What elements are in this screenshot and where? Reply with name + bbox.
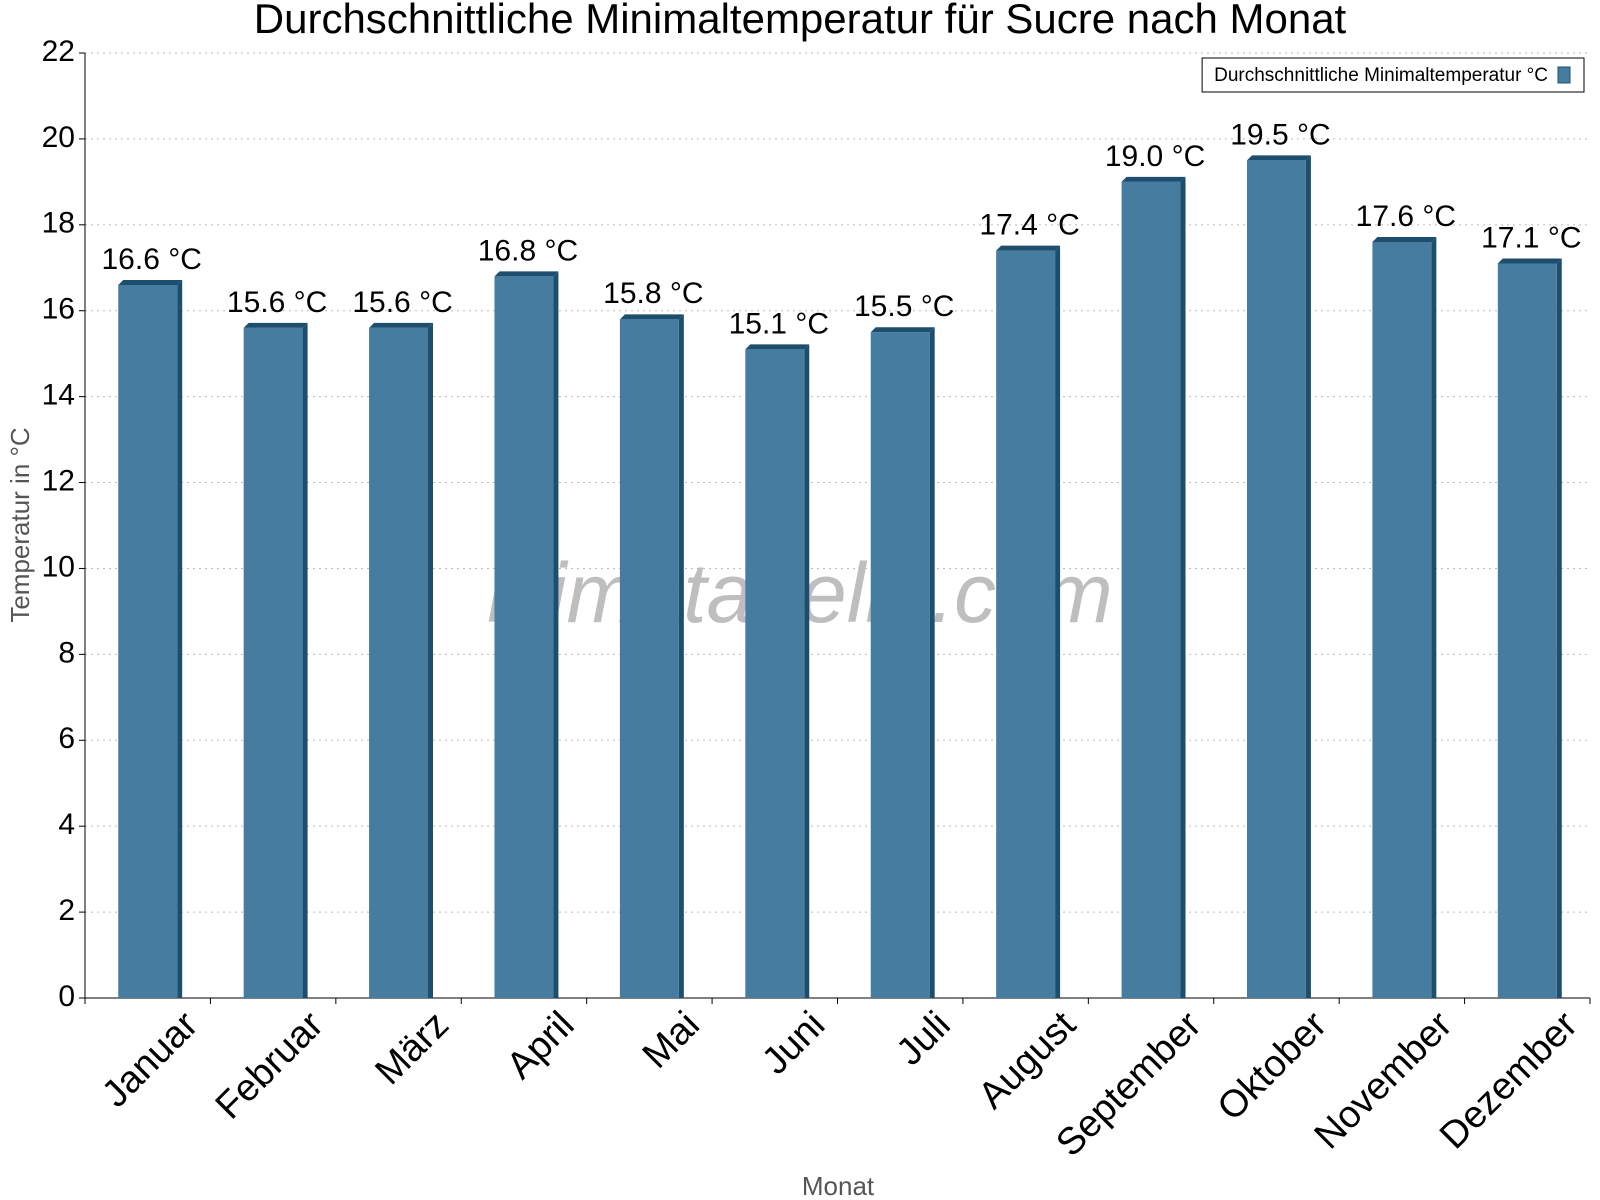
bar-top <box>1246 155 1311 161</box>
bar-side <box>1180 176 1186 998</box>
chart-title: Durchschnittliche Minimaltemperatur für … <box>254 0 1347 42</box>
bar-top <box>369 322 434 328</box>
legend-box <box>1201 57 1585 93</box>
x-tick-label: April <box>499 1004 582 1087</box>
data-label: 17.6 °C <box>1356 200 1456 233</box>
y-tick-label: 12 <box>42 464 75 497</box>
y-tick-label: 2 <box>58 894 75 927</box>
data-label: 15.6 °C <box>352 286 452 319</box>
bar-side <box>1431 237 1437 998</box>
x-tick-label: März <box>368 1004 457 1093</box>
bar-side <box>804 344 810 998</box>
bar-side <box>1556 258 1562 998</box>
bar-side <box>428 322 434 999</box>
bar <box>996 250 1056 998</box>
legend-label: Durchschnittliche Minimaltemperatur °C <box>1214 65 1548 86</box>
bar-top <box>870 327 935 333</box>
bar-side <box>929 327 935 998</box>
y-axis-label: Temperatur in °C <box>5 427 35 622</box>
data-label: 16.8 °C <box>478 234 578 267</box>
x-axis-label: Monat <box>802 1171 875 1200</box>
y-tick-label: 16 <box>42 293 75 326</box>
x-tick-label: Februar <box>208 1004 332 1128</box>
data-label: 15.8 °C <box>603 277 703 310</box>
bar-top <box>1372 237 1437 242</box>
bar-top <box>619 314 684 320</box>
bar-side <box>1055 245 1061 998</box>
data-label: 15.1 °C <box>729 307 829 340</box>
bar-side <box>553 271 559 998</box>
bar-side <box>177 279 183 998</box>
data-label: 19.0 °C <box>1105 140 1205 173</box>
legend: Durchschnittliche Minimaltemperatur °C <box>1201 57 1585 93</box>
bar-top <box>1121 176 1186 182</box>
bar <box>118 284 178 998</box>
bar <box>243 327 303 999</box>
bar <box>369 327 429 999</box>
bar-top <box>1497 258 1562 264</box>
data-label: 16.6 °C <box>102 243 202 276</box>
y-tick-label: 18 <box>42 207 75 240</box>
y-tick-label: 6 <box>58 722 75 755</box>
bar <box>745 349 805 998</box>
x-tick-label: Juni <box>754 1004 833 1083</box>
bar-top <box>243 322 308 328</box>
bar-top <box>494 271 559 277</box>
data-label: 19.5 °C <box>1230 118 1330 151</box>
bar-top <box>745 344 810 350</box>
x-tick-label: Dezember <box>1432 1004 1586 1158</box>
bar-side <box>302 322 308 999</box>
y-tick-label: 8 <box>58 636 75 669</box>
legend-swatch <box>1557 66 1571 84</box>
bar <box>1372 242 1432 998</box>
bar-top <box>118 279 183 285</box>
data-label: 15.6 °C <box>227 286 327 319</box>
bar-side <box>1305 155 1311 999</box>
x-tick-label: Mai <box>635 1004 708 1077</box>
bar <box>1121 181 1181 998</box>
y-tick-label: 4 <box>58 808 75 841</box>
bar <box>870 332 930 998</box>
bar-top <box>996 245 1061 251</box>
y-tick-label: 14 <box>42 379 75 412</box>
data-label: 17.1 °C <box>1481 221 1581 254</box>
data-label: 17.4 °C <box>979 209 1079 242</box>
bar <box>1497 263 1557 998</box>
y-tick-label: 10 <box>42 550 75 583</box>
y-tick-label: 20 <box>42 121 75 154</box>
bar <box>619 319 679 998</box>
x-tick-label: Oktober <box>1210 1004 1336 1130</box>
bar <box>1246 160 1306 999</box>
data-label: 15.5 °C <box>854 290 954 323</box>
bar <box>494 276 554 998</box>
x-tick-label: Januar <box>94 1004 206 1116</box>
bar-side <box>678 314 684 998</box>
x-tick-label: Juli <box>889 1004 959 1074</box>
y-tick-label: 22 <box>42 35 75 68</box>
x-tick-label: August <box>971 1003 1085 1117</box>
y-tick-label: 0 <box>58 980 75 1013</box>
